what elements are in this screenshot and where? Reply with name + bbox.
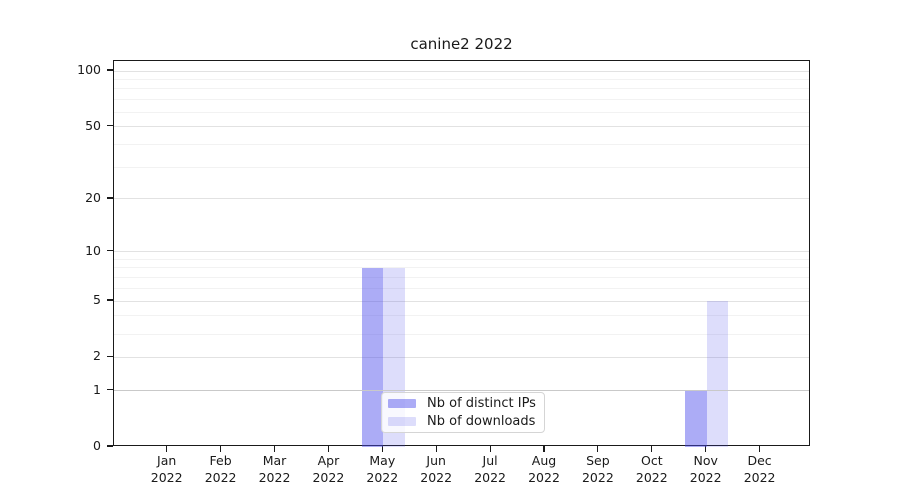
y-tick-label: 1 — [93, 381, 101, 397]
y-tick-label: 10 — [85, 242, 101, 258]
minor-gridline — [114, 143, 809, 145]
y-tick-label: 20 — [85, 189, 101, 205]
y-tick-mark — [107, 445, 113, 447]
y-tick-label: 50 — [85, 117, 101, 133]
x-tick-mark — [543, 446, 545, 452]
emphasized-gridline — [114, 390, 809, 392]
x-tick-mark — [435, 446, 437, 452]
x-tick-mark — [381, 446, 383, 452]
minor-gridline — [114, 315, 809, 317]
y-tick-mark — [107, 388, 113, 391]
bar-nov-distinct-ips — [685, 390, 707, 447]
major-gridline — [114, 251, 809, 253]
x-tick-label-may: May 2022 — [366, 453, 399, 485]
major-gridline — [114, 198, 809, 200]
x-tick-label-feb: Feb 2022 — [204, 453, 237, 485]
minor-gridline — [114, 166, 809, 168]
minor-gridline — [114, 258, 809, 260]
x-tick-mark — [651, 446, 653, 452]
bar-may-distinct-ips — [361, 267, 384, 447]
x-tick-label-dec: Dec 2022 — [743, 453, 776, 485]
x-tick-mark — [759, 446, 761, 452]
y-tick-label: 0 — [93, 438, 101, 453]
x-tick-label-jan: Jan 2022 — [150, 453, 183, 485]
y-tick-mark — [107, 125, 113, 127]
distinct-ips-swatch-icon — [388, 398, 416, 408]
x-tick-label-sep: Sep 2022 — [581, 453, 614, 485]
minor-gridline — [114, 111, 809, 113]
x-tick-mark — [489, 446, 491, 452]
y-tick-mark — [107, 197, 113, 199]
x-tick-label-apr: Apr 2022 — [312, 453, 345, 485]
minor-gridline — [114, 99, 809, 101]
y-tick-mark — [107, 69, 113, 71]
minor-gridline — [114, 333, 809, 335]
x-tick-label-jun: Jun 2022 — [420, 453, 453, 485]
x-tick-mark — [705, 446, 707, 452]
x-tick-mark — [273, 446, 276, 452]
bar-nov-downloads — [706, 301, 729, 447]
minor-gridline — [114, 88, 809, 90]
y-tick-label: 2 — [93, 348, 101, 364]
legend: Nb of distinct IPs Nb of downloads — [381, 392, 545, 433]
minor-gridline — [114, 277, 809, 279]
major-gridline — [114, 126, 809, 128]
major-gridline — [114, 70, 809, 72]
y-tick-mark — [107, 299, 113, 301]
x-tick-mark — [166, 446, 168, 452]
x-tick-label-aug: Aug 2022 — [528, 453, 560, 485]
downloads-swatch-icon — [388, 417, 416, 427]
x-tick-mark — [327, 446, 329, 452]
chart-title: canine2 2022 — [410, 35, 513, 53]
minor-gridline — [114, 287, 809, 289]
x-tick-label-mar: Mar 2022 — [258, 453, 291, 485]
legend-row-distinct-ips: Nb of distinct IPs — [388, 395, 544, 411]
legend-row-downloads: Nb of downloads — [388, 414, 544, 430]
x-tick-mark — [597, 446, 599, 452]
major-gridline — [114, 300, 809, 302]
x-tick-label-oct: Oct 2022 — [635, 453, 668, 485]
major-gridline — [114, 356, 809, 358]
legend-label: Nb of downloads — [427, 414, 536, 430]
legend-label: Nb of distinct IPs — [427, 395, 536, 411]
y-tick-label: 100 — [77, 62, 101, 77]
minor-gridline — [114, 78, 809, 80]
plot-area — [113, 60, 810, 447]
y-tick-mark — [107, 355, 113, 358]
y-tick-mark — [107, 250, 113, 252]
x-tick-label-jul: Jul 2022 — [474, 453, 506, 485]
x-tick-mark — [220, 446, 222, 452]
y-tick-label: 5 — [93, 292, 101, 308]
x-tick-label-nov: Nov 2022 — [689, 453, 722, 485]
minor-gridline — [114, 267, 809, 269]
